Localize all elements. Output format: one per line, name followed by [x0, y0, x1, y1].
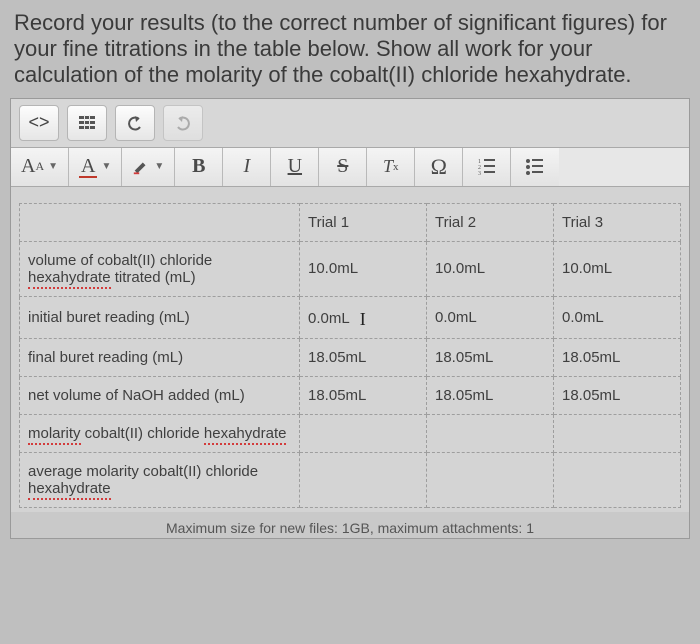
table-cell[interactable]: [554, 414, 681, 452]
symbol-button[interactable]: Ω: [415, 148, 463, 186]
row-label[interactable]: molarity cobalt(II) chloride hexahydrate: [20, 414, 300, 452]
table-cell[interactable]: [554, 452, 681, 507]
toggle-toolbar-button[interactable]: [67, 105, 107, 141]
table-row: final buret reading (mL)18.05mL18.05mL18…: [20, 338, 681, 376]
redo-icon: [173, 113, 193, 133]
undo-icon: [125, 113, 145, 133]
titration-table: Trial 1 Trial 2 Trial 3 volume of cobalt…: [19, 203, 681, 508]
table-cell[interactable]: 18.05mL: [427, 376, 554, 414]
table-row: net volume of NaOH added (mL)18.05mL18.0…: [20, 376, 681, 414]
numbered-list-button[interactable]: 1 2 3: [463, 148, 511, 186]
table-cell[interactable]: 10.0mL: [554, 241, 681, 296]
table-cell[interactable]: 0.0mL: [427, 296, 554, 338]
html-code-button[interactable]: <>: [19, 105, 59, 141]
bullet-list-button[interactable]: [511, 148, 559, 186]
table-cell[interactable]: 18.05mL: [300, 376, 427, 414]
row-label[interactable]: average molarity cobalt(II) chloride hex…: [20, 452, 300, 507]
header-trial1[interactable]: Trial 1: [300, 203, 427, 241]
header-blank[interactable]: [20, 203, 300, 241]
strike-button[interactable]: S: [319, 148, 367, 186]
instructions-text: Record your results (to the correct numb…: [10, 6, 690, 98]
table-cell[interactable]: 0.0mL: [554, 296, 681, 338]
bold-button[interactable]: B: [175, 148, 223, 186]
table-cell[interactable]: 18.05mL: [554, 376, 681, 414]
table-cell[interactable]: 10.0mL: [427, 241, 554, 296]
table-cell[interactable]: [300, 414, 427, 452]
header-trial2[interactable]: Trial 2: [427, 203, 554, 241]
table-cell[interactable]: 18.05mL: [300, 338, 427, 376]
toolbar-secondary: AA▼ A▼ ▼ B I U S Tx Ω 1 2 3: [11, 148, 689, 187]
table-row: average molarity cobalt(II) chloride hex…: [20, 452, 681, 507]
table-cell[interactable]: [300, 452, 427, 507]
spelling-underline: hexahydrate: [204, 425, 287, 445]
header-trial3[interactable]: Trial 3: [554, 203, 681, 241]
table-row: volume of cobalt(II) chloride hexahydrat…: [20, 241, 681, 296]
underline-button[interactable]: U: [271, 148, 319, 186]
text-cursor-icon: I: [360, 309, 366, 330]
table-header-row: Trial 1 Trial 2 Trial 3: [20, 203, 681, 241]
table-cell[interactable]: 18.05mL: [554, 338, 681, 376]
editor: <> AA▼ A▼ ▼ B: [10, 98, 690, 539]
row-label[interactable]: initial buret reading (mL): [20, 296, 300, 338]
row-label[interactable]: volume of cobalt(II) chloride hexahydrat…: [20, 241, 300, 296]
table-cell[interactable]: 10.0mL: [300, 241, 427, 296]
brush-icon: [132, 158, 150, 176]
toolbar-primary: <>: [11, 99, 689, 148]
table-row: initial buret reading (mL)0.0mLI0.0mL0.0…: [20, 296, 681, 338]
table-row: molarity cobalt(II) chloride hexahydrate: [20, 414, 681, 452]
table-cell[interactable]: 18.05mL: [427, 338, 554, 376]
italic-button[interactable]: I: [223, 148, 271, 186]
table-cell[interactable]: [427, 414, 554, 452]
list-num-icon: 1 2 3: [477, 157, 497, 177]
list-bullet-icon: [525, 157, 545, 177]
table-cell[interactable]: 0.0mLI: [300, 296, 427, 338]
svg-text:3: 3: [478, 171, 481, 177]
row-label[interactable]: final buret reading (mL): [20, 338, 300, 376]
font-color-menu[interactable]: A▼: [69, 148, 122, 186]
attachment-footer: Maximum size for new files: 1GB, maximum…: [11, 512, 689, 538]
undo-button[interactable]: [115, 105, 155, 141]
editor-content[interactable]: Trial 1 Trial 2 Trial 3 volume of cobalt…: [11, 187, 689, 512]
spelling-underline: hexahydrate: [28, 269, 111, 289]
grid-icon: [77, 113, 97, 133]
table-cell[interactable]: [427, 452, 554, 507]
font-size-menu[interactable]: AA▼: [11, 148, 69, 186]
spelling-underline: hexahydrate: [28, 480, 111, 500]
clear-format-button[interactable]: Tx: [367, 148, 415, 186]
spelling-underline: molarity: [28, 425, 81, 445]
redo-button[interactable]: [163, 105, 203, 141]
paint-menu[interactable]: ▼: [122, 148, 175, 186]
row-label[interactable]: net volume of NaOH added (mL): [20, 376, 300, 414]
